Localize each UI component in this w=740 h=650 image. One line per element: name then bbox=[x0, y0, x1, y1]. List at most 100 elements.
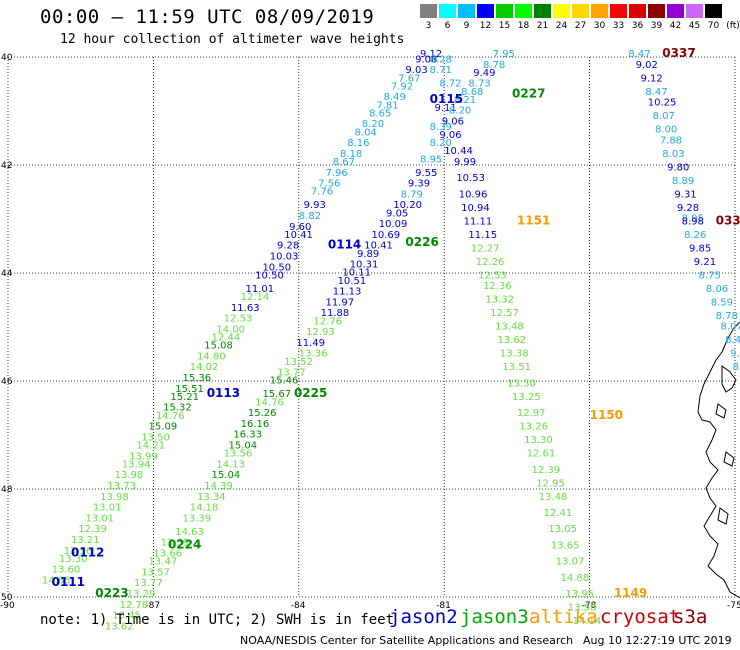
swh-value: 13.65 bbox=[551, 540, 580, 551]
swh-value: 8.95 bbox=[420, 154, 442, 165]
legend-label: 45 bbox=[688, 21, 701, 31]
swh-value: 13.98 bbox=[100, 492, 129, 503]
swh-value: 10.94 bbox=[461, 203, 490, 214]
swh-value: 13.07 bbox=[556, 557, 585, 568]
swh-value: 9.55 bbox=[415, 168, 437, 179]
swh-value: 13.50 bbox=[141, 432, 170, 443]
swh-value: 13.56 bbox=[224, 449, 253, 460]
swh-value: 13.47 bbox=[149, 557, 178, 568]
legend-label: 70 bbox=[707, 21, 720, 31]
swh-value: 13.98 bbox=[115, 470, 144, 481]
swh-value: 12.97 bbox=[517, 408, 546, 419]
pass-time-label: 0224 bbox=[168, 537, 201, 551]
swh-value: 13.57 bbox=[141, 567, 170, 578]
swh-value: 14.65 bbox=[42, 576, 71, 587]
swh-value: 15.09 bbox=[149, 422, 178, 433]
legend-swatch bbox=[591, 4, 608, 18]
legend-label: 6 bbox=[444, 21, 451, 31]
swh-value: 10.11 bbox=[342, 268, 371, 279]
legend-label: 39 bbox=[650, 21, 663, 31]
units-note: note: 1) Time is in UTC; 2) SWH is in fe… bbox=[40, 612, 395, 628]
pass-time-label: 0111 bbox=[52, 575, 85, 589]
swh-value: 8.65 bbox=[369, 108, 391, 119]
swh-value: 12.76 bbox=[313, 316, 342, 327]
swh-value: 9.28 bbox=[277, 241, 299, 252]
lat-tick-label: 50 bbox=[1, 593, 13, 603]
swh-value: 11.01 bbox=[245, 284, 274, 295]
swh-value: 10.53 bbox=[456, 173, 485, 184]
swh-value: 11.88 bbox=[321, 308, 350, 319]
swh-value: 8.00 bbox=[655, 125, 677, 136]
swh-value: 14.63 bbox=[175, 527, 204, 538]
satellite-name: altika bbox=[529, 606, 598, 628]
lon-tick-label: -87 bbox=[145, 601, 160, 611]
swh-value: 13.32 bbox=[485, 295, 514, 306]
swh-value: 13.99 bbox=[129, 451, 158, 462]
pass-time-label: 1151 bbox=[517, 213, 550, 227]
swh-value: 8.4 bbox=[725, 335, 740, 346]
swh-value: 13.51 bbox=[502, 362, 531, 373]
swh-value: 8.71 bbox=[430, 65, 452, 76]
legend-swatch bbox=[572, 4, 589, 18]
lat-tick-label: 40 bbox=[1, 53, 13, 63]
swh-value: 9.21 bbox=[694, 257, 716, 268]
swh-value: 10.31 bbox=[350, 260, 379, 271]
lon-tick-label: -81 bbox=[436, 601, 451, 611]
swh-value: 9.39 bbox=[408, 179, 430, 190]
legend-label: 12 bbox=[479, 21, 492, 31]
satellite-name: s3a bbox=[673, 606, 708, 628]
legend-label: 9 bbox=[463, 21, 470, 31]
swh-value: 11.11 bbox=[464, 216, 493, 227]
swh-value: 7.95 bbox=[493, 49, 515, 60]
swh-value: 13.01 bbox=[86, 513, 115, 524]
swh-value: 8.95 bbox=[682, 214, 704, 225]
swh-value: 9.02 bbox=[636, 60, 658, 71]
swh-value: 13.66 bbox=[153, 549, 182, 560]
swh-value: 14.13 bbox=[216, 459, 245, 470]
swh-value: 10.20 bbox=[393, 200, 422, 211]
swh-value: 13.48 bbox=[495, 322, 524, 333]
generated-timestamp: Aug 10 12:27:19 UTC 2019 bbox=[583, 634, 732, 647]
swh-value: 10.96 bbox=[459, 189, 488, 200]
swh-value: 12.95 bbox=[536, 478, 565, 489]
coastline-path bbox=[721, 365, 737, 393]
swh-value: 13.29 bbox=[127, 589, 156, 600]
swh-value: 15.21 bbox=[170, 392, 199, 403]
swh-value: 8.26 bbox=[684, 230, 706, 241]
swh-value: 13.05 bbox=[548, 524, 577, 535]
swh-value: 13.94 bbox=[122, 459, 151, 470]
lon-tick-label: -90 bbox=[0, 601, 15, 611]
pass-time-label: 033 bbox=[716, 213, 740, 227]
swh-value: 10.41 bbox=[284, 230, 313, 241]
legend-swatch bbox=[420, 4, 437, 18]
swh-value: 8.07 bbox=[653, 111, 675, 122]
swh-value: 12.53 bbox=[478, 270, 507, 281]
pass-time-label: 1150 bbox=[590, 408, 623, 422]
swh-value: 11.13 bbox=[333, 287, 362, 298]
pass-time-label: 0115 bbox=[430, 92, 463, 106]
swh-value: 12.57 bbox=[490, 308, 519, 319]
swh-value: 16.16 bbox=[241, 419, 270, 430]
swh-value: 11.97 bbox=[325, 297, 354, 308]
swh-value: 9.3 bbox=[730, 349, 740, 360]
swh-value: 10.41 bbox=[364, 241, 393, 252]
swh-value: 13.45 bbox=[112, 611, 141, 622]
swh-value: 9.80 bbox=[667, 162, 689, 173]
swh-value: 12.27 bbox=[471, 243, 500, 254]
swh-value: 10.50 bbox=[255, 270, 284, 281]
swh-value: 8.03 bbox=[662, 149, 684, 160]
legend-swatch bbox=[439, 4, 456, 18]
swh-value: 8.82 bbox=[299, 211, 321, 222]
swh-value: 13.62 bbox=[498, 335, 527, 346]
swh-value: 10.69 bbox=[372, 230, 401, 241]
swh-value: 12.93 bbox=[306, 327, 335, 338]
legend-label: 33 bbox=[612, 21, 625, 31]
swh-value: 7.92 bbox=[391, 81, 413, 92]
legend-label: 18 bbox=[517, 21, 530, 31]
swh-value: 13.60 bbox=[52, 565, 81, 576]
swh-value: 8.78 bbox=[483, 60, 505, 71]
swh-value: 7.76 bbox=[311, 187, 333, 198]
pass-time-labels: 0115 0114 0113 0112 0111 0227 0226 0225 0224 0223… bbox=[52, 46, 740, 600]
legend-swatch bbox=[648, 4, 665, 18]
